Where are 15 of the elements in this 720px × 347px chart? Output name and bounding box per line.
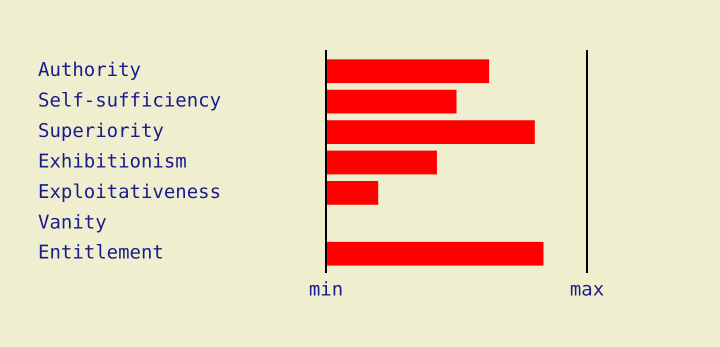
bar bbox=[326, 150, 437, 174]
y-tick-label: Exhibitionism bbox=[38, 150, 187, 172]
y-tick-label: Vanity bbox=[38, 211, 107, 234]
y-tick-label: Superiority bbox=[38, 120, 164, 142]
y-tick-label: Exploitativeness bbox=[38, 180, 222, 203]
y-tick-label: Authority bbox=[38, 59, 141, 82]
y-tick-label: Self-sufficiency bbox=[38, 90, 222, 112]
bar bbox=[326, 242, 544, 266]
bar bbox=[326, 90, 456, 114]
ref-line-label: max bbox=[570, 278, 604, 300]
bar bbox=[326, 120, 535, 144]
bar bbox=[326, 181, 378, 205]
bar bbox=[326, 59, 490, 84]
y-tick-label: Entitlement bbox=[38, 242, 164, 264]
ref-line-label: min bbox=[308, 278, 344, 300]
